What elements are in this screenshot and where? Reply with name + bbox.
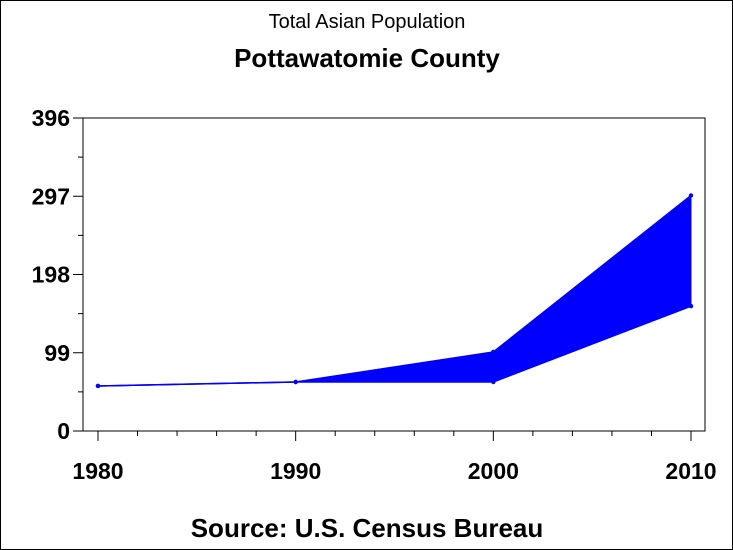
y-tick-label: 0 <box>57 418 70 444</box>
x-tick-label: 1990 <box>270 458 321 484</box>
y-tick-label: 198 <box>32 262 71 288</box>
lower-line <box>97 305 692 387</box>
lower-point <box>688 303 694 309</box>
y-tick-label: 396 <box>32 105 70 131</box>
y-axis: 0 99 198 297 396 <box>32 105 83 444</box>
x-tick-label: 2010 <box>665 458 716 484</box>
x-tick-label: 1980 <box>72 458 123 484</box>
lower-point <box>293 379 298 385</box>
upper-point <box>688 193 694 198</box>
lower-point <box>491 379 496 385</box>
y-tick-label: 99 <box>44 340 70 366</box>
x-tick-label: 2000 <box>468 458 519 484</box>
chart-footnote: Source: U.S. Census Bureau <box>191 513 544 543</box>
y-minor-ticks <box>78 156 83 393</box>
chart-title: Total Asian Population <box>269 11 466 33</box>
series-band <box>95 193 694 389</box>
chart-subtitle: Pottawatomie County <box>234 43 500 73</box>
y-tick-label: 297 <box>32 183 70 209</box>
x-axis: 1980 1990 2000 2010 <box>72 431 717 484</box>
upper-point <box>491 349 496 355</box>
band-area <box>97 194 692 387</box>
lower-point <box>95 383 101 389</box>
